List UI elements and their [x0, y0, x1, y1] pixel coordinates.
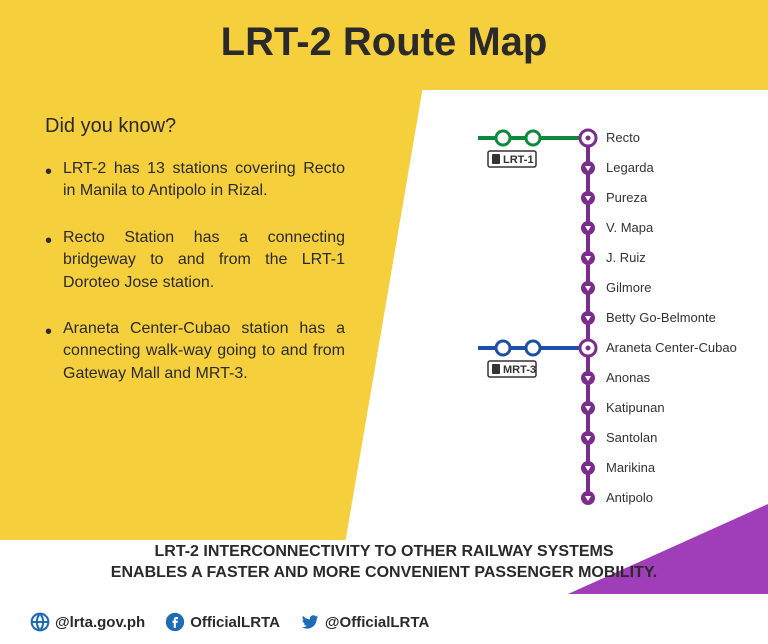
- route-svg: LRT-1 MRT-3 Recto Legarda Pureza V. Mapa J. Ru…: [438, 120, 738, 520]
- bullet-item: LRT-2 has 13 stations covering Recto in …: [45, 158, 345, 203]
- facebook-icon: [165, 612, 185, 632]
- social-twitter: @OfficialLRTA: [300, 612, 429, 632]
- twitter-icon: [300, 612, 320, 632]
- svg-text:Betty Go-Belmonte: Betty Go-Belmonte: [606, 310, 716, 325]
- social-bar: @lrta.gov.ph OfficialLRTA @OfficialLRTA: [30, 612, 429, 632]
- svg-text:Gilmore: Gilmore: [606, 280, 652, 295]
- svg-text:Marikina: Marikina: [606, 460, 656, 475]
- footer-line-2: ENABLES A FASTER AND MORE CONVENIENT PAS…: [111, 564, 657, 581]
- bullet-list: LRT-2 has 13 stations covering Recto in …: [45, 158, 345, 385]
- website-label: @lrta.gov.ph: [55, 614, 145, 631]
- footer-text: LRT-2 INTERCONNECTIVITY TO OTHER RAILWAY…: [0, 542, 768, 584]
- social-website: @lrta.gov.ph: [30, 612, 145, 632]
- page-title: LRT-2 Route Map: [0, 20, 768, 65]
- svg-text:Katipunan: Katipunan: [606, 400, 665, 415]
- bullet-item: Araneta Center-Cubao station has a conne…: [45, 318, 345, 385]
- facebook-label: OfficialLRTA: [190, 614, 280, 631]
- svg-text:J. Ruiz: J. Ruiz: [606, 250, 646, 265]
- twitter-label: @OfficialLRTA: [325, 614, 429, 631]
- content-area: Did you know? LRT-2 has 13 stations cove…: [45, 115, 345, 409]
- svg-text:Anonas: Anonas: [606, 370, 651, 385]
- svg-text:LRT-1: LRT-1: [503, 154, 534, 166]
- svg-text:Pureza: Pureza: [606, 190, 648, 205]
- footer-line-1: LRT-2 INTERCONNECTIVITY TO OTHER RAILWAY…: [154, 543, 613, 560]
- svg-text:V. Mapa: V. Mapa: [606, 220, 654, 235]
- social-facebook: OfficialLRTA: [165, 612, 280, 632]
- svg-text:Antipolo: Antipolo: [606, 490, 653, 505]
- svg-text:MRT-3: MRT-3: [503, 364, 536, 376]
- globe-icon: [30, 612, 50, 632]
- svg-text:Legarda: Legarda: [606, 160, 654, 175]
- route-map: LRT-1 MRT-3 Recto Legarda Pureza V. Mapa J. Ru…: [438, 120, 738, 520]
- svg-text:Santolan: Santolan: [606, 430, 657, 445]
- subtitle: Did you know?: [45, 115, 345, 138]
- bullet-item: Recto Station has a connecting bridgeway…: [45, 227, 345, 294]
- svg-text:Araneta Center-Cubao: Araneta Center-Cubao: [606, 340, 737, 355]
- svg-text:Recto: Recto: [606, 130, 640, 145]
